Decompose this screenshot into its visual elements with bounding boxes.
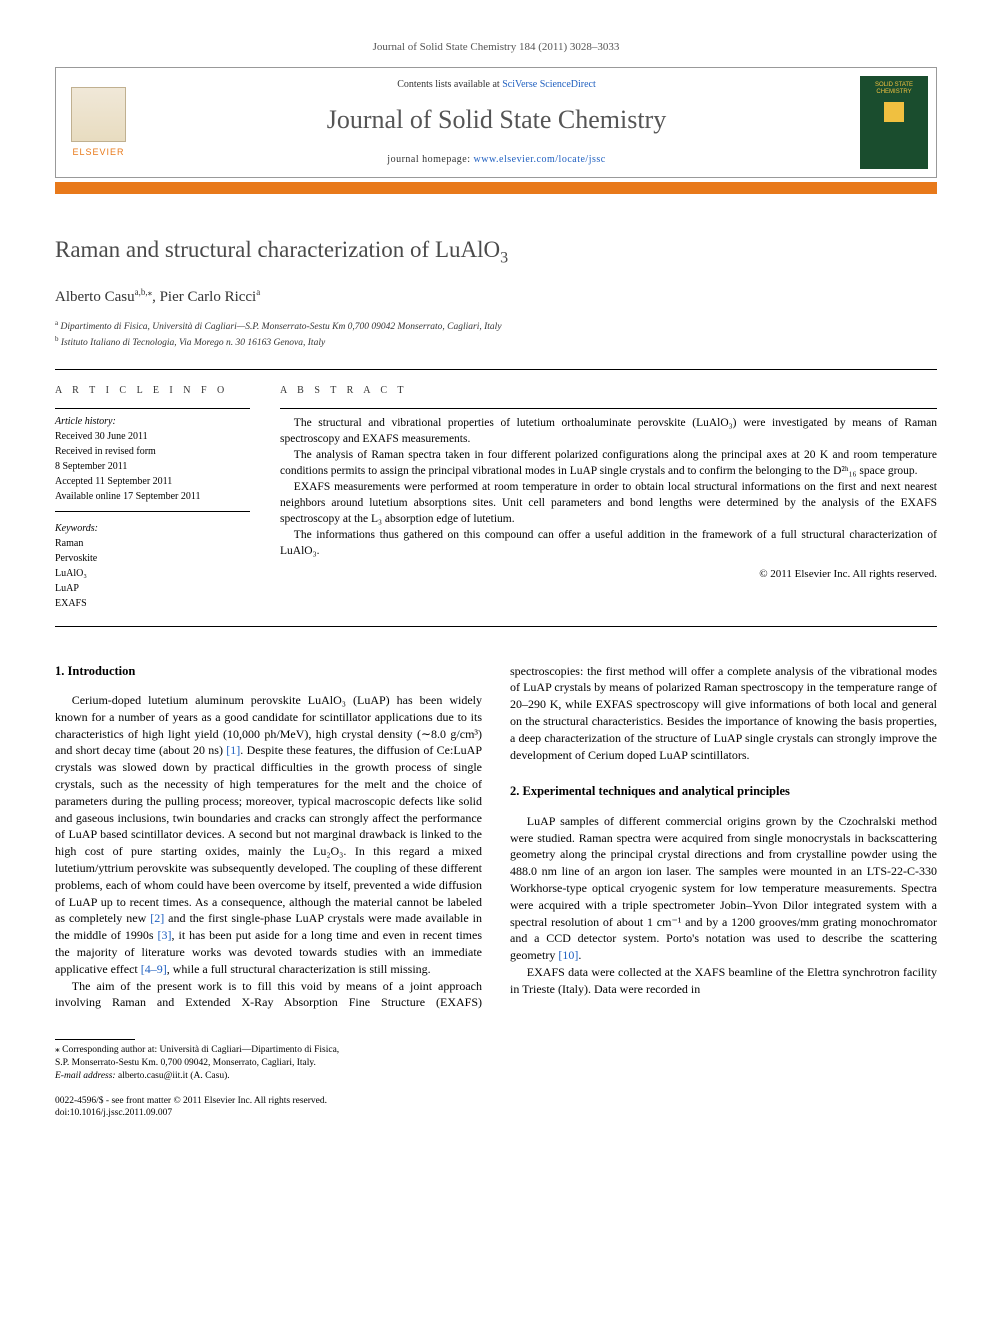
abstract-column: A B S T R A C T The structural and vibra… (280, 384, 937, 612)
author-1-affil-marks: a,b,⁎ (135, 287, 153, 297)
article-title: Raman and structural characterization of… (55, 234, 937, 270)
corresponding-email: E-mail address: alberto.casu@iit.it (A. … (55, 1070, 452, 1083)
footnotes: ⁎ Corresponding author at: Università di… (55, 1039, 452, 1082)
history-revised: Received in revised form (55, 445, 250, 459)
affiliations: a Dipartimento di Fisica, Università di … (55, 318, 937, 351)
ref-link-4-9[interactable]: [4–9] (141, 962, 167, 976)
history-revised-date: 8 September 2011 (55, 460, 250, 474)
cover-thumb-title: SOLID STATE CHEMISTRY (863, 82, 925, 95)
issn-line: 0022-4596/$ - see front matter © 2011 El… (55, 1095, 452, 1108)
divider (55, 511, 250, 512)
history-label: Article history: (55, 415, 250, 429)
keyword: Pervoskite (55, 552, 250, 566)
ref-link-3[interactable]: [3] (158, 928, 172, 942)
header-center: Contents lists available at SciVerse Sci… (141, 68, 852, 176)
ref-link-10[interactable]: [10] (558, 948, 578, 962)
journal-reference: Journal of Solid State Chemistry 184 (20… (55, 40, 937, 55)
cover-thumb-icon (884, 102, 904, 122)
info-abstract-row: A R T I C L E I N F O Article history: R… (55, 384, 937, 612)
article-info-head: A R T I C L E I N F O (55, 384, 250, 398)
abstract-copyright: © 2011 Elsevier Inc. All rights reserved… (280, 567, 937, 582)
homepage-line: journal homepage: www.elsevier.com/locat… (387, 153, 605, 167)
elsevier-logo: ELSEVIER (56, 68, 141, 176)
homepage-prefix: journal homepage: (387, 154, 473, 165)
ref-link-2[interactable]: [2] (150, 911, 164, 925)
title-text: Raman and structural characterization of… (55, 237, 500, 262)
homepage-link[interactable]: www.elsevier.com/locate/jssc (474, 154, 606, 165)
affiliation-a: a Dipartimento di Fisica, Università di … (55, 318, 937, 334)
keyword: LuAP (55, 582, 250, 596)
history-accepted: Accepted 11 September 2011 (55, 475, 250, 489)
abstract-p1: The structural and vibrational propertie… (280, 415, 937, 447)
keyword: Raman (55, 537, 250, 551)
divider (55, 369, 937, 370)
corresponding-author-line1: ⁎ Corresponding author at: Università di… (55, 1044, 452, 1057)
abstract-p2: The analysis of Raman spectra taken in f… (280, 447, 937, 479)
keyword: LuAlO₃ (55, 567, 250, 581)
divider (55, 626, 937, 627)
section-2-p1: LuAP samples of different commercial ori… (510, 813, 937, 964)
abstract-p3: EXAFS measurements were performed at roo… (280, 479, 937, 527)
author-sep: , (152, 289, 160, 305)
footer: 0022-4596/$ - see front matter © 2011 El… (55, 1095, 452, 1121)
contents-lists-line: Contents lists available at SciVerse Sci… (397, 78, 596, 92)
section-2-head: 2. Experimental techniques and analytica… (510, 783, 937, 801)
keywords-label: Keywords: (55, 522, 250, 536)
affiliation-b-text: Istituto Italiano di Tecnologia, Via Mor… (61, 338, 325, 348)
journal-cover-thumb: SOLID STATE CHEMISTRY (860, 76, 928, 168)
doi-line: doi:10.1016/j.jssc.2011.09.007 (55, 1107, 452, 1120)
elsevier-tree-icon (71, 87, 126, 142)
sciencedirect-link[interactable]: SciVerse ScienceDirect (502, 79, 596, 90)
body-text: . (578, 948, 581, 962)
email-value: alberto.casu@iit.it (A. Casu). (116, 1071, 230, 1081)
title-subscript: 3 (500, 249, 508, 266)
affiliation-b: b Istituto Italiano di Tecnologia, Via M… (55, 334, 937, 350)
affiliation-a-text: Dipartimento di Fisica, Università di Ca… (60, 322, 501, 332)
keyword: EXAFS (55, 597, 250, 611)
ref-link-1[interactable]: [1] (226, 743, 240, 757)
contents-prefix: Contents lists available at (397, 79, 502, 90)
author-1-name: Alberto Casu (55, 289, 135, 305)
abstract-p4: The informations thus gathered on this c… (280, 527, 937, 559)
author-2-name: Pier Carlo Ricci (160, 289, 257, 305)
abstract-head: A B S T R A C T (280, 384, 937, 398)
section-2-p2: EXAFS data were collected at the XAFS be… (510, 964, 937, 998)
body-two-column: 1. Introduction Cerium-doped lutetium al… (55, 663, 937, 1012)
body-text: LuAP samples of different commercial ori… (510, 814, 937, 962)
elsevier-label: ELSEVIER (72, 146, 124, 159)
authors-line: Alberto Casua,b,⁎, Pier Carlo Riccia (55, 286, 937, 308)
section-1-head: 1. Introduction (55, 663, 482, 681)
journal-name: Journal of Solid State Chemistry (327, 102, 666, 138)
section-1-p1: Cerium-doped lutetium aluminum perovskit… (55, 692, 482, 978)
footnote-rule (55, 1039, 135, 1040)
article-info-column: A R T I C L E I N F O Article history: R… (55, 384, 250, 612)
author-2-affil-marks: a (256, 287, 260, 297)
body-text: . Despite these features, the diffusion … (55, 743, 482, 925)
history-online: Available online 17 September 2011 (55, 490, 250, 504)
orange-divider-bar (55, 182, 937, 194)
corresponding-author-line2: S.P. Monserrato-Sestu Km. 0,700 09042, M… (55, 1057, 452, 1070)
email-label: E-mail address: (55, 1071, 116, 1081)
body-text: , while a full structural characterizati… (167, 962, 431, 976)
history-received: Received 30 June 2011 (55, 430, 250, 444)
journal-header: ELSEVIER Contents lists available at Sci… (55, 67, 937, 177)
